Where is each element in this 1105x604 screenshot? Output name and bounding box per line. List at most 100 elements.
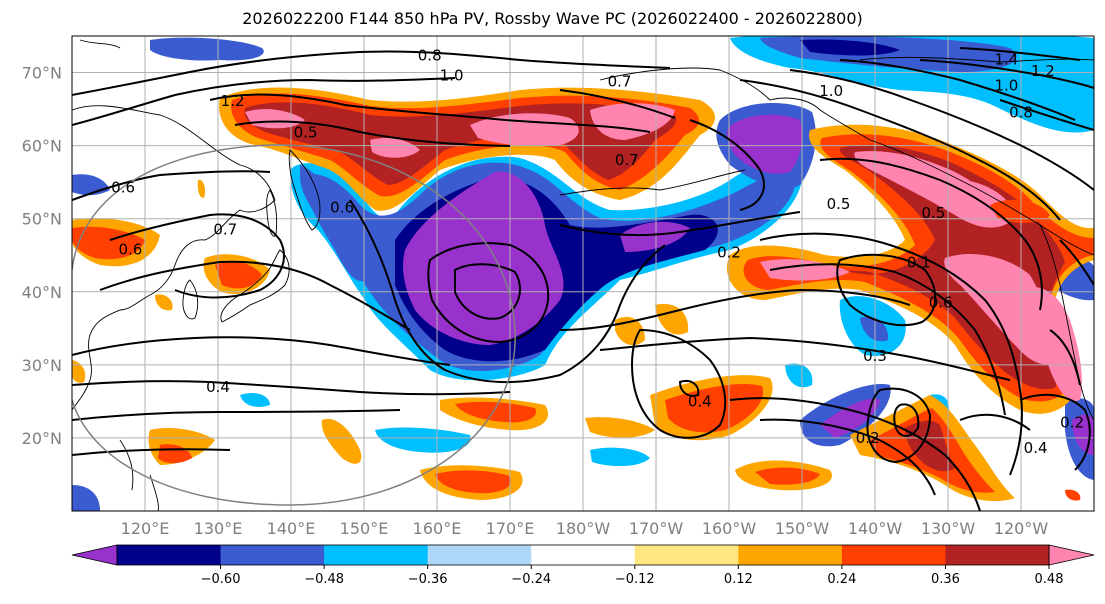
colorbar-swatch-1 — [220, 545, 325, 565]
shade-purple-sub3 — [820, 398, 880, 438]
shade-purple-pacific — [403, 171, 564, 345]
coast-aleutians — [559, 169, 746, 196]
lon-label-3: 150°E — [340, 519, 389, 538]
contour-label-8: 0.7 — [608, 72, 632, 90]
contour-label-2: 1.2 — [221, 92, 245, 110]
lon-label-7: 170°W — [629, 519, 684, 538]
contour-11 — [72, 448, 231, 456]
shade-red-sub2 — [455, 401, 536, 423]
lat-label-3: 40°N — [22, 283, 62, 302]
shade-blue-sub1 — [375, 427, 471, 453]
lon-label-12: 120°W — [994, 519, 1049, 538]
contour-15 — [559, 211, 801, 237]
shade-pink-east3 — [950, 179, 1010, 207]
contour-24 — [959, 47, 1081, 61]
shade-pink-east2 — [944, 254, 1058, 365]
contour-36 — [1049, 329, 1081, 386]
contour-label-25: 0.4 — [688, 392, 712, 410]
shade-orange-sub10 — [655, 303, 689, 335]
colorbar-swatch-0 — [117, 545, 222, 565]
colorbar-swatch-2 — [324, 545, 429, 565]
lat-label-1: 60°N — [22, 137, 62, 156]
contour-20 — [739, 79, 1061, 221]
shade-orange-sub4 — [321, 418, 362, 464]
colorbar-label-6: 0.24 — [827, 572, 856, 587]
contour-label-1: 1.0 — [440, 66, 464, 84]
colorbar: −0.60 −0.48 −0.36 −0.24 −0.12 0.12 0.24 0.36 0.4… — [71, 544, 1095, 587]
longitude-labels: 120°E 130°E 140°E 150°E 160°E 170°E 180°W 170°W… — [121, 519, 1049, 538]
contour-label-9: 0.7 — [615, 151, 639, 169]
contour-label-11: 1.4 — [994, 50, 1018, 68]
shade-orange-sub15 — [197, 179, 206, 198]
colorbar-label-7: 0.36 — [931, 572, 960, 587]
contour-label-14: 0.8 — [1009, 104, 1033, 122]
contour-label-16: 0.5 — [921, 204, 945, 222]
shade-darkred-se — [905, 420, 955, 472]
contour-label-15: 0.5 — [827, 195, 851, 213]
contour-5 — [72, 170, 271, 201]
contour-8 — [72, 336, 451, 366]
shade-pink-north3 — [245, 109, 305, 129]
contour-labels: 0.81.01.20.50.60.60.70.60.70.71.01.41.21… — [111, 47, 1084, 457]
contour-23 — [919, 59, 1094, 89]
contour-label-13: 1.0 — [994, 77, 1018, 95]
colorbar-label-3: −0.24 — [511, 572, 551, 587]
lon-label-11: 130°W — [921, 519, 976, 538]
shade-purple-pacific-2 — [620, 221, 690, 252]
pv-contours — [72, 47, 1094, 511]
graticule — [72, 36, 1094, 511]
shade-orange-sub12 — [72, 360, 86, 383]
contour-38 — [689, 119, 765, 211]
colorbar-extend-low — [71, 544, 118, 566]
contour-label-22: 0.2 — [1060, 414, 1084, 432]
shade-pink-north2 — [590, 103, 675, 140]
lat-label-4: 30°N — [22, 356, 62, 375]
coast-korea — [182, 279, 199, 320]
contour-35 — [959, 413, 1031, 431]
contour-7 — [99, 260, 411, 331]
contour-34 — [1019, 393, 1091, 471]
contour-27 — [759, 232, 1023, 476]
colorbar-swatch-7 — [841, 545, 946, 565]
contour-label-20: 0.4 — [206, 378, 230, 396]
contour-29 — [836, 253, 937, 327]
coast-alaska — [599, 67, 1094, 256]
lon-label-9: 150°W — [775, 519, 830, 538]
shade-blue-sub2 — [590, 447, 650, 467]
shade-red-sub3 — [435, 470, 511, 494]
shade-blue-kuril — [300, 165, 365, 281]
contour-1 — [72, 50, 671, 96]
contour-39 — [559, 89, 676, 119]
contour-33 — [893, 403, 920, 437]
coast-islands-nw — [79, 39, 121, 49]
contour-22 — [839, 59, 1076, 121]
coast-japan — [220, 249, 290, 323]
shade-pink-north — [470, 113, 579, 147]
contour-6 — [109, 213, 285, 299]
coast-sakhalin — [266, 189, 278, 237]
contour-19 — [599, 336, 1011, 381]
contour-label-5: 0.6 — [330, 199, 354, 217]
contour-label-6: 0.7 — [213, 221, 237, 239]
contour-25 — [999, 99, 1094, 131]
colorbar-label-0: −0.60 — [201, 572, 241, 587]
lon-label-4: 160°E — [413, 519, 462, 538]
contour-21 — [789, 69, 1094, 191]
contour-label-18: 0.6 — [929, 294, 953, 312]
colorbar-frame — [116, 544, 1050, 566]
contour-label-0: 0.8 — [418, 47, 442, 65]
contour-30 — [729, 397, 981, 511]
contour-label-7: 0.6 — [118, 240, 142, 258]
lon-label-2: 140°E — [267, 519, 316, 538]
colorbar-swatch-8 — [945, 545, 1050, 565]
contour-label-3: 0.5 — [294, 123, 318, 141]
contour-18 — [559, 288, 911, 331]
colorbar-extend-high — [1048, 544, 1095, 566]
lat-label-5: 20°N — [22, 429, 62, 448]
contour-label-10: 1.0 — [819, 82, 843, 100]
contour-16 — [630, 328, 727, 439]
contour-label-4: 0.6 — [111, 178, 135, 196]
shade-blue-w4 — [785, 363, 813, 388]
lon-label-1: 130°E — [194, 519, 243, 538]
